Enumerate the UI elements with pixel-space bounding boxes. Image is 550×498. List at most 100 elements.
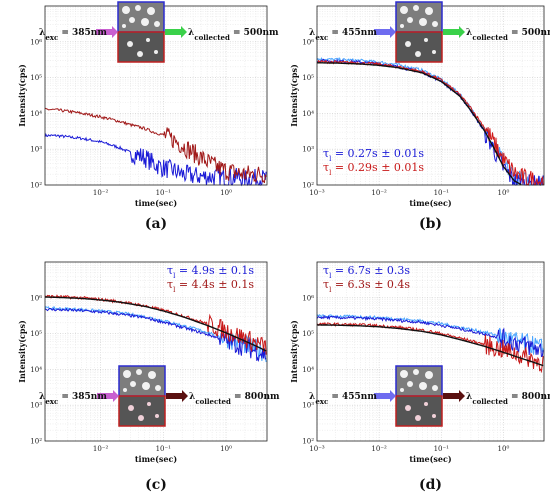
data-series-line xyxy=(316,321,544,374)
inset-particle xyxy=(419,18,427,26)
y-tick-label: 10⁶ xyxy=(302,294,314,302)
inset-particle xyxy=(154,21,160,27)
data-series-line xyxy=(44,296,267,352)
y-axis-label: Intensity(cps) xyxy=(17,320,27,383)
inset-particle xyxy=(147,7,155,15)
y-tick-label: 10² xyxy=(30,438,42,446)
lifetime-annotation: τl = 6.3s ± 0.4s xyxy=(323,278,410,294)
excitation-arrow xyxy=(374,26,396,38)
inset-particle xyxy=(135,5,141,11)
y-tick-label: 10⁴ xyxy=(30,366,42,374)
y-tick-label: 10² xyxy=(302,182,314,190)
y-tick-label: 10⁵ xyxy=(302,74,314,82)
inset-particle xyxy=(400,6,408,14)
inset-particle xyxy=(432,21,438,27)
data-series-line xyxy=(316,314,544,357)
chart-panel-d: 10⁻³ 10⁻² 10⁻¹ 10⁰ 10² 10³ 10⁴ 10⁵ 10⁶ time(sec) I… xyxy=(289,261,550,493)
excitation-arrow xyxy=(96,26,118,38)
inset-bottom-image xyxy=(118,395,166,427)
x-tick-label: 10⁻¹ xyxy=(156,189,172,197)
inset-bottom-image xyxy=(395,31,443,63)
chart-panel-b: 10⁻³ 10⁻² 10⁻¹ 10⁰ 10² 10³ 10⁴ 10⁵ 10⁶ time(sec) I… xyxy=(289,1,550,232)
inset-particle xyxy=(405,405,411,411)
excitation-arrow xyxy=(97,390,119,402)
collection-wavelength-label: λcollected = 800nm xyxy=(466,392,550,406)
inset-particle xyxy=(425,7,433,15)
inset-particle xyxy=(127,41,133,47)
inset-particle xyxy=(407,17,413,23)
inset-particle xyxy=(122,6,130,14)
y-tick-label: 10⁶ xyxy=(30,294,42,302)
inset-particle xyxy=(400,370,408,378)
lifetime-annotation: τl = 0.27s ± 0.01s xyxy=(323,147,424,163)
excitation-wavelength-label: λexc = 455nm xyxy=(309,392,377,406)
inset-particle xyxy=(405,41,411,47)
plot-frame xyxy=(316,261,545,442)
data-series-line xyxy=(44,307,267,363)
lifetime-annotation: τl = 6.7s ± 0.3s xyxy=(323,264,410,280)
inset-particle xyxy=(400,24,404,28)
y-tick-label: 10³ xyxy=(30,402,42,410)
y-tick-label: 10⁵ xyxy=(30,330,42,338)
collection-wavelength-label: λcollected = 800nm xyxy=(189,392,280,406)
chart-panel-a: 10⁻² 10⁻¹ 10⁰ 10² 10³ 10⁴ 10⁵ 10⁶ time(sec) Inten… xyxy=(17,1,279,232)
x-tick-label: 10⁻² xyxy=(93,189,109,197)
inset-particle xyxy=(407,381,413,387)
lifetime-annotation: τl = 4.4s ± 0.1s xyxy=(167,278,254,294)
inset-particle xyxy=(147,402,151,406)
excitation-wavelength-label: λexc = 385nm xyxy=(39,28,107,42)
lifetime-annotation: τl = 0.29s ± 0.01s xyxy=(323,161,424,177)
inset-particle xyxy=(123,388,127,392)
x-tick-label: 10⁰ xyxy=(220,445,232,453)
y-tick-label: 10⁴ xyxy=(302,366,314,374)
inset-particle xyxy=(432,414,436,418)
y-tick-label: 10⁶ xyxy=(30,38,42,46)
y-tick-label: 10³ xyxy=(302,146,314,154)
data-series-line xyxy=(316,314,544,355)
inset-particle xyxy=(154,50,158,54)
x-tick-label: 10⁻¹ xyxy=(434,189,450,197)
collection-arrow xyxy=(443,390,465,402)
chart-panel-c: 10⁻² 10⁻¹ 10⁰ 10² 10³ 10⁴ 10⁵ 10⁶ time(sec) Inten… xyxy=(17,261,280,493)
inset-particle xyxy=(155,385,161,391)
x-axis-label: time(sec) xyxy=(135,198,178,208)
data-series-line xyxy=(316,59,544,186)
inset-particle xyxy=(415,51,421,57)
x-tick-label: 10⁻² xyxy=(93,445,109,453)
inset-particle xyxy=(415,415,421,421)
excitation-wavelength-label: λexc = 385nm xyxy=(39,392,107,406)
inset-particle xyxy=(137,51,143,57)
y-axis-label: Intensity(cps) xyxy=(17,64,27,127)
inset-particle xyxy=(129,17,135,23)
panel-label: (d) xyxy=(419,477,442,493)
plot-frame xyxy=(44,261,268,442)
inset-particle xyxy=(425,371,433,379)
y-axis-label: Intensity(cps) xyxy=(289,64,299,127)
inset-particle xyxy=(419,382,427,390)
x-axis-label: time(sec) xyxy=(135,454,178,464)
x-tick-label: 10⁻² xyxy=(371,189,387,197)
x-tick-label: 10⁻³ xyxy=(309,189,325,197)
x-tick-label: 10⁰ xyxy=(498,189,510,197)
x-axis-label: time(sec) xyxy=(409,454,452,464)
inset-bottom-image xyxy=(395,395,443,427)
collection-arrow xyxy=(443,26,465,38)
inset-particle xyxy=(136,369,142,375)
inset-bottom-image xyxy=(117,31,165,63)
y-tick-label: 10² xyxy=(30,182,42,190)
data-series-line xyxy=(317,324,544,367)
inset-particle xyxy=(413,5,419,11)
data-series-line xyxy=(44,107,267,184)
collection-wavelength-label: λcollected = 500nm xyxy=(188,28,279,42)
inset-particle xyxy=(148,371,156,379)
x-tick-label: 10⁰ xyxy=(220,189,232,197)
inset-particle xyxy=(432,50,436,54)
y-tick-label: 10⁵ xyxy=(30,74,42,82)
y-tick-label: 10⁵ xyxy=(302,330,314,338)
x-axis-label: time(sec) xyxy=(409,198,452,208)
panel-label: (a) xyxy=(145,216,167,232)
y-tick-label: 10³ xyxy=(302,402,314,410)
collection-arrow xyxy=(165,26,187,38)
excitation-wavelength-label: λexc = 455nm xyxy=(309,28,377,42)
